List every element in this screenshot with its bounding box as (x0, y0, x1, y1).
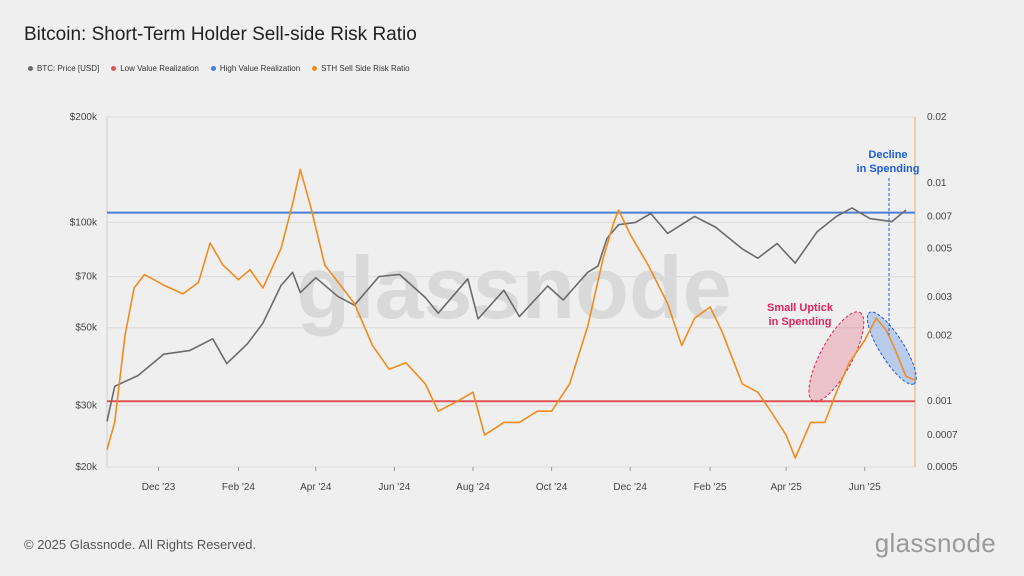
brand-logo: glassnode (874, 528, 996, 558)
x-tick-label: Dec '23 (142, 482, 176, 493)
y-left-tick-label: $200k (70, 112, 98, 123)
decline-annotation-label: in Spending (857, 163, 920, 175)
y-right-tick-label: 0.02 (927, 112, 947, 123)
y-right-tick-label: 0.002 (927, 330, 952, 341)
legend-dot-price-icon (28, 66, 33, 71)
y-right-tick-label: 0.0005 (927, 462, 958, 473)
legend-dot-low-value-icon (111, 66, 117, 71)
decline-highlight-ellipse (866, 311, 917, 385)
y-right-tick-label: 0.003 (927, 292, 952, 303)
y-left-tick-label: $70k (75, 272, 98, 283)
x-tick-label: Oct '24 (536, 482, 568, 493)
legend-label-risk-ratio: STH Sell Side Risk Ratio (321, 64, 410, 73)
legend-label-low-value: Low Value Realization (120, 64, 199, 73)
sth-sell-side-risk-ratioline (106, 168, 916, 459)
series-layer (106, 168, 916, 459)
y-right-tick-label: 0.01 (927, 178, 947, 189)
y-left-tick-label: $20k (75, 462, 98, 473)
x-tick-label: Jun '25 (849, 482, 881, 493)
y-left-tick-label: $30k (75, 400, 98, 411)
x-tick-label: Dec '24 (613, 482, 647, 493)
x-tick-label: Apr '24 (300, 482, 332, 493)
annotations: Small Uptick in Spending Decline in Spendin… (767, 149, 919, 335)
x-tick-label: Jun '24 (378, 482, 410, 493)
btc-price-usd-line (106, 207, 907, 422)
chart-title: Bitcoin: Short-Term Holder Sell-side Ris… (24, 24, 417, 45)
grid (107, 116, 915, 468)
y-axis-right: 0.0005 0.0007 0.001 0.002 0.003 0.005 0.007 0.0… (914, 112, 958, 473)
copyright-footer: © 2025 Glassnode. All Rights Reserved. (24, 537, 257, 552)
legend-label-high-value: High Value Realization (219, 64, 301, 73)
x-tick-label: Feb '24 (222, 482, 255, 493)
y-right-tick-label: 0.0007 (927, 430, 958, 441)
legend-item-low-value[interactable]: Low Value Realization (111, 64, 199, 73)
y-left-tick-label: $100k (70, 217, 98, 228)
legend-item-high-value[interactable]: High Value Realization (210, 64, 301, 73)
decline-annotation-label: Decline (868, 149, 907, 161)
x-axis: Dec '23 Feb '24 Apr '24 Jun '24 Aug '24 Oct '… (142, 467, 881, 493)
legend-label-price: BTC: Price [USD] (37, 64, 100, 73)
legend: BTC: Price [USD] Low Value Realization H… (28, 64, 410, 73)
y-right-tick-label: 0.007 (927, 212, 952, 223)
highlight-ellipses (808, 311, 917, 402)
y-left-tick-label: $50k (75, 323, 98, 334)
x-tick-label: Aug '24 (456, 482, 490, 493)
x-tick-label: Apr '25 (770, 482, 802, 493)
legend-dot-high-value-icon (210, 66, 216, 71)
y-axis-left: $20k $30k $50k $70k $100k $200k (70, 112, 108, 473)
y-right-tick-label: 0.005 (927, 244, 952, 255)
legend-item-price[interactable]: BTC: Price [USD] (28, 64, 99, 73)
reference-lines (107, 211, 915, 403)
legend-dot-risk-ratio-icon (312, 66, 318, 71)
uptick-highlight-ellipse (808, 311, 865, 402)
uptick-annotation-label: in Spending (769, 316, 832, 328)
x-tick-label: Feb '25 (694, 482, 727, 493)
uptick-annotation-label: Small Uptick (767, 302, 834, 314)
y-right-tick-label: 0.001 (927, 396, 952, 407)
legend-item-risk-ratio[interactable]: STH Sell Side Risk Ratio (312, 64, 410, 73)
